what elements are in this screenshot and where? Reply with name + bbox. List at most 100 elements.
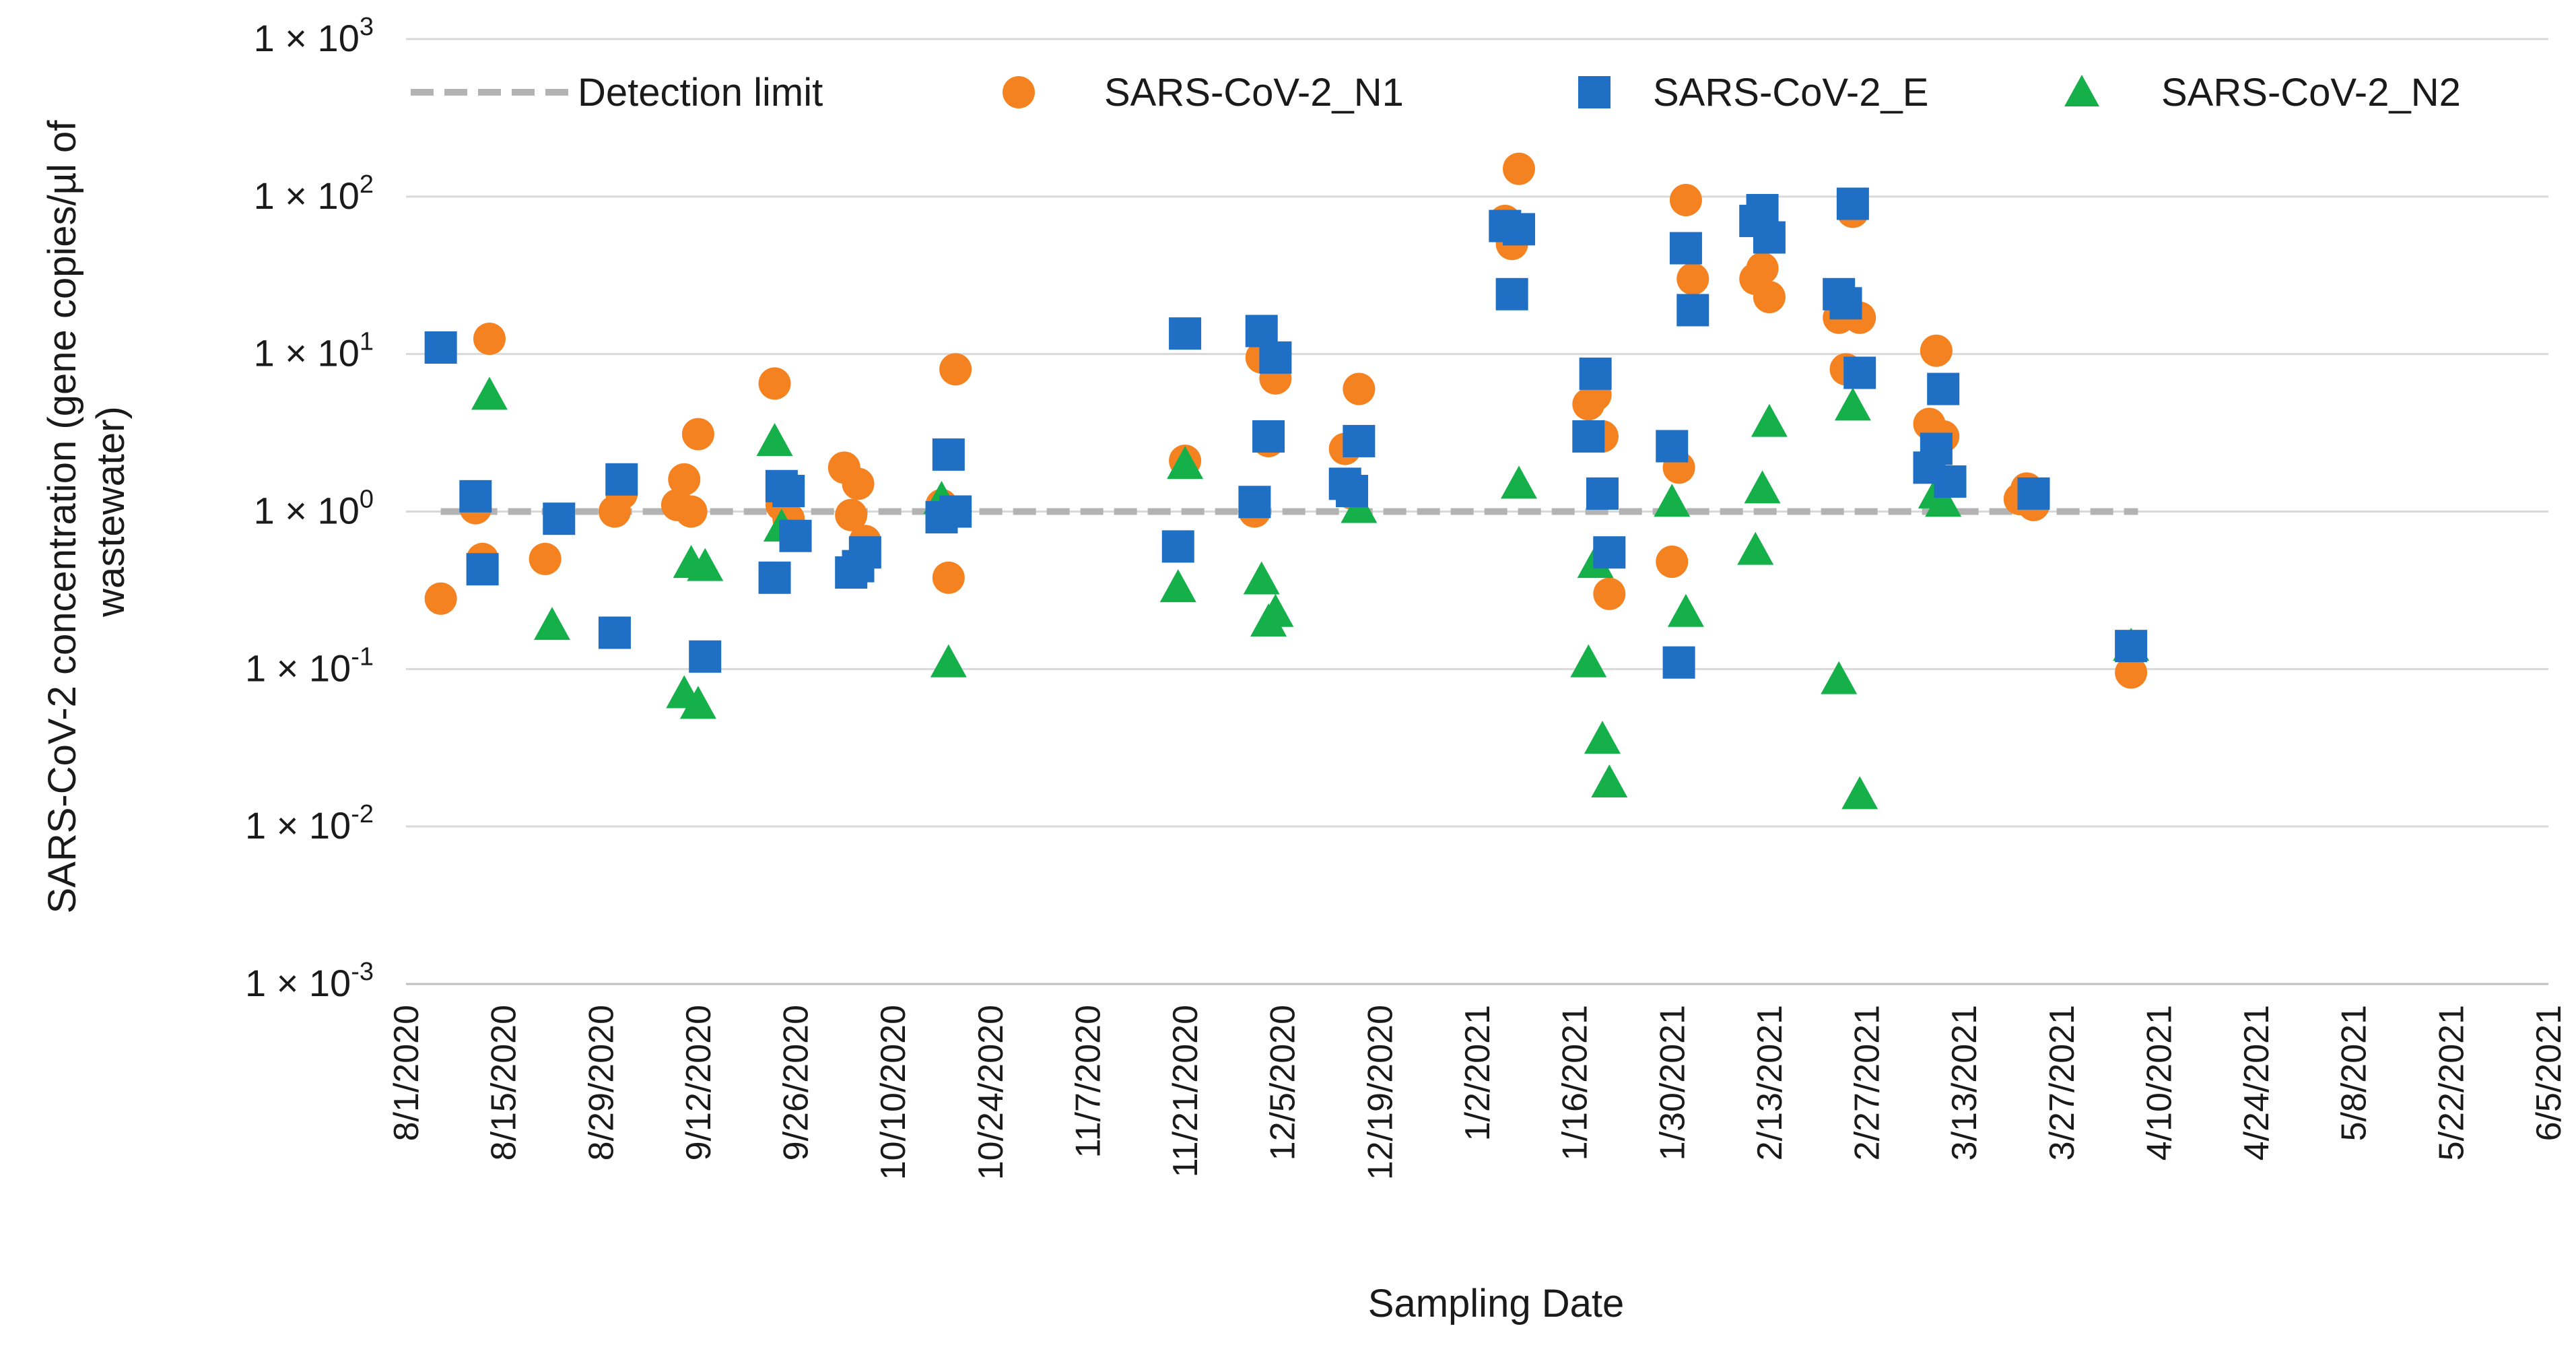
- x-tick-label: 4/24/2021: [2237, 1005, 2276, 1160]
- n1-data-point: [1676, 263, 1709, 296]
- e-data-point: [1927, 372, 1960, 405]
- e-data-point: [1920, 432, 1953, 465]
- e-data-point: [1593, 536, 1626, 569]
- e-data-point: [1662, 646, 1695, 679]
- e-data-point: [459, 480, 492, 513]
- y-tick-label: 1 × 103: [254, 13, 374, 59]
- x-tick-label: 6/5/2021: [2530, 1005, 2569, 1141]
- y-axis-title-line-1: SARS-CoV-2 concentration (gene copies/µl…: [40, 120, 84, 914]
- e-data-point: [1753, 221, 1786, 254]
- n1-data-point: [1593, 577, 1626, 610]
- n2-data-point: [1834, 387, 1871, 421]
- n1-data-point: [668, 463, 701, 496]
- y-tick-base: 1 × 10: [245, 804, 351, 847]
- n2-data-point: [471, 376, 508, 410]
- data-points: [424, 152, 2150, 810]
- x-axis-ticks: 8/1/2020 8/15/2020 8/29/2020 9/12/2020 9/26/…: [387, 1005, 2569, 1180]
- n1-data-point: [835, 498, 868, 531]
- y-tick-exponent: -2: [351, 800, 374, 828]
- n2-data-point: [1591, 764, 1628, 797]
- y-tick-label: 1 × 10-1: [245, 643, 374, 689]
- e-data-point: [1336, 475, 1369, 508]
- e-data-point: [598, 616, 631, 649]
- y-tick-base: 1 × 10: [254, 332, 360, 374]
- n2-data-point: [1570, 644, 1607, 678]
- e-data-point: [1169, 317, 1202, 350]
- x-tick-label: 9/26/2020: [777, 1005, 816, 1160]
- n1-data-point: [758, 367, 791, 400]
- n2-data-point: [533, 607, 570, 641]
- e-data-point: [1161, 530, 1194, 563]
- e-data-point: [1676, 294, 1709, 327]
- n2-data-point: [1751, 403, 1788, 437]
- e-data-point: [939, 495, 972, 528]
- n1-data-point: [2115, 656, 2148, 689]
- e-data-point: [424, 331, 457, 364]
- e-data-point: [758, 561, 791, 594]
- n2-data-point: [1821, 661, 1858, 694]
- e-data-point: [1586, 477, 1619, 510]
- n1-data-point: [681, 418, 714, 451]
- x-tick-label: 9/12/2020: [679, 1005, 718, 1160]
- n2-data-point: [687, 548, 724, 581]
- e-data-point: [1238, 486, 1271, 519]
- e-data-point: [1656, 430, 1689, 463]
- n1-data-point: [939, 353, 972, 386]
- x-tick-label: 11/21/2020: [1166, 1005, 1205, 1177]
- e-data-point: [1252, 420, 1285, 453]
- e-data-point: [1669, 232, 1702, 265]
- e-data-point: [466, 553, 499, 586]
- n1-data-point: [424, 582, 457, 615]
- x-tick-label: 4/10/2021: [2140, 1005, 2179, 1160]
- e-data-point: [1836, 187, 1869, 220]
- n2-data-point: [1159, 569, 1196, 603]
- y-tick-label: 1 × 100: [254, 486, 374, 532]
- y-tick-exponent: 0: [360, 486, 374, 514]
- x-tick-label: 3/27/2021: [2043, 1005, 2082, 1160]
- n1-data-point: [675, 495, 708, 528]
- e-data-point: [1259, 341, 1292, 374]
- n1-data-point: [842, 467, 875, 500]
- n1-data-point: [932, 561, 965, 594]
- n1-data-point: [1669, 184, 1702, 217]
- y-tick-exponent: -1: [351, 643, 374, 671]
- n2-data-point: [1243, 561, 1280, 595]
- e-data-point: [1829, 287, 1862, 320]
- n1-data-point: [1920, 334, 1953, 367]
- y-tick-exponent: 2: [360, 170, 374, 199]
- x-tick-label: 2/27/2021: [1848, 1005, 1887, 1160]
- e-data-point: [848, 536, 881, 569]
- e-data-point: [779, 519, 812, 552]
- legend-detection-limit-label: Detection limit: [578, 71, 823, 114]
- y-tick-exponent: -3: [351, 958, 374, 986]
- y-tick-label: 1 × 101: [254, 328, 374, 374]
- n1-data-point: [473, 323, 506, 356]
- y-tick-exponent: 1: [360, 328, 374, 356]
- e-data-point: [543, 502, 576, 535]
- e-data-point: [932, 438, 965, 471]
- x-tick-label: 10/10/2020: [874, 1005, 913, 1180]
- x-tick-label: 5/22/2021: [2432, 1005, 2471, 1160]
- x-tick-label: 5/8/2021: [2335, 1005, 2374, 1141]
- y-axis-title-line-2: wastewater): [89, 406, 133, 618]
- n2-data-point: [1584, 721, 1621, 754]
- y-tick-label: 1 × 10-3: [245, 958, 374, 1004]
- legend-e-label: SARS-CoV-2_E: [1653, 71, 1928, 114]
- n2-data-point: [1654, 484, 1691, 517]
- n2-data-point: [1667, 593, 1704, 627]
- x-tick-label: 8/29/2020: [582, 1005, 621, 1160]
- legend-n1-marker: [1003, 76, 1035, 108]
- e-data-point: [1343, 424, 1376, 457]
- y-tick-base: 1 × 10: [254, 490, 360, 532]
- e-data-point: [689, 640, 722, 673]
- y-tick-base: 1 × 10: [245, 647, 351, 689]
- n2-data-point: [756, 422, 793, 456]
- y-axis-title: SARS-CoV-2 concentration (gene copies/µl…: [40, 109, 133, 913]
- x-tick-label: 10/24/2020: [972, 1005, 1011, 1180]
- n2-data-point: [1737, 531, 1774, 565]
- n2-data-point: [930, 644, 967, 678]
- n1-data-point: [1502, 152, 1535, 185]
- e-data-point: [772, 475, 805, 508]
- n2-data-point: [1500, 465, 1537, 499]
